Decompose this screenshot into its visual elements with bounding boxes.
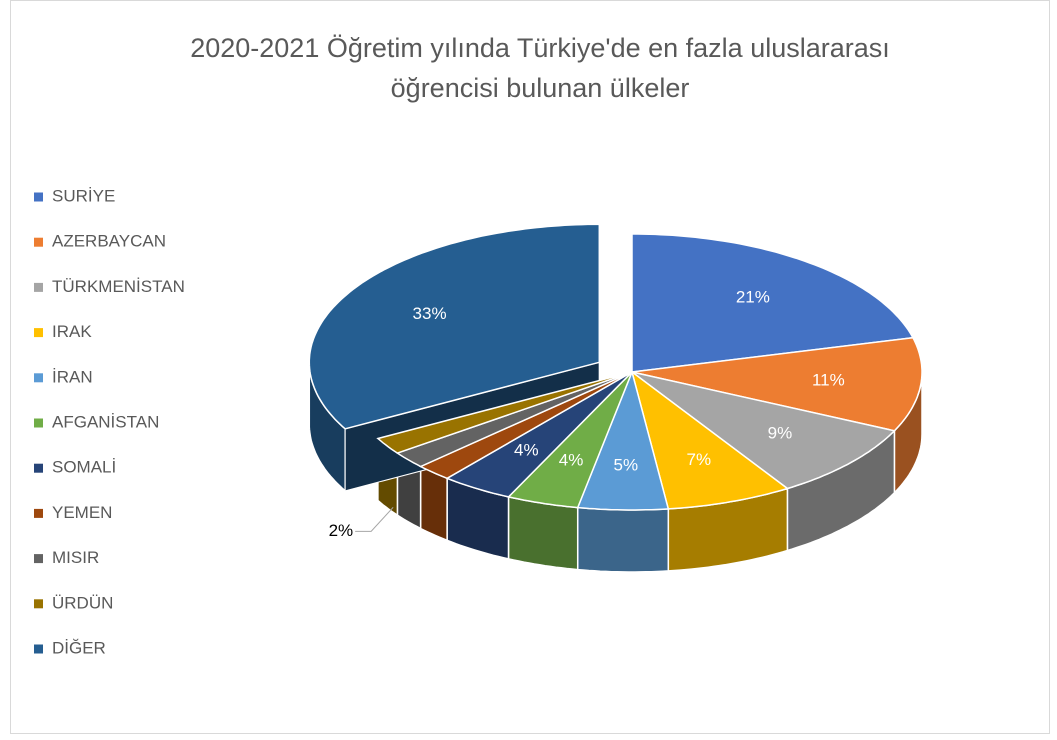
legend-swatch: [34, 644, 43, 654]
slice-side: [576, 506, 670, 573]
legend-swatch: [34, 508, 43, 518]
legend-label: AZERBAYCAN: [52, 232, 166, 251]
slice: [630, 370, 790, 510]
legend-swatch: [34, 237, 43, 247]
data-label: 7%: [687, 450, 712, 469]
legend-label: IRAK: [52, 322, 92, 341]
slice: [376, 371, 633, 454]
pie-labels: 21% 11% 9% 7% 5% 4% 4% 2% 33%: [329, 287, 845, 539]
legend-swatch: [34, 463, 43, 473]
data-label: 11%: [812, 370, 845, 389]
data-label: 4%: [514, 441, 539, 460]
data-label: 33%: [413, 304, 447, 323]
pie-tops: [308, 223, 923, 511]
legend-swatch: [34, 328, 43, 338]
legend-swatch: [34, 282, 43, 292]
slice: [631, 336, 923, 432]
slice: [418, 371, 633, 480]
legend-label: DİĞER: [52, 638, 106, 657]
data-label: 9%: [768, 424, 793, 443]
slice-side: [419, 465, 448, 542]
slice: [576, 369, 670, 511]
leader-line: [355, 507, 394, 532]
data-label: 5%: [614, 455, 639, 474]
legend-label: YEMEN: [52, 503, 112, 522]
slice: [507, 371, 633, 509]
legend-label: MISIR: [52, 548, 99, 567]
legend-swatch: [34, 554, 43, 564]
chart-frame: [10, 0, 1050, 734]
slice: [445, 371, 633, 498]
legend-label: TÜRKMENİSTAN: [52, 277, 185, 296]
legend-swatch: [34, 373, 43, 383]
legend-swatch: [34, 599, 43, 609]
pie-sides: [308, 362, 923, 573]
slice-side: [507, 495, 579, 571]
legend-label: ÜRDÜN: [52, 593, 113, 612]
slice: [308, 223, 601, 430]
legend-label: SURİYE: [52, 186, 115, 205]
slice: [631, 371, 896, 490]
legend-label: SOMALİ: [52, 458, 116, 477]
data-label: 2%: [329, 521, 354, 540]
slice: [631, 233, 915, 373]
legend-swatch: [34, 418, 43, 428]
legend-label: AFGANİSTAN: [52, 412, 159, 431]
slice: [395, 371, 633, 468]
data-label: 21%: [736, 287, 770, 306]
legend-swatch: [34, 192, 43, 202]
chart-title: 2020-2021 Öğretim yılında Türkiye'de en …: [190, 33, 890, 103]
legend-label: İRAN: [52, 367, 93, 386]
data-label: 4%: [559, 451, 584, 470]
